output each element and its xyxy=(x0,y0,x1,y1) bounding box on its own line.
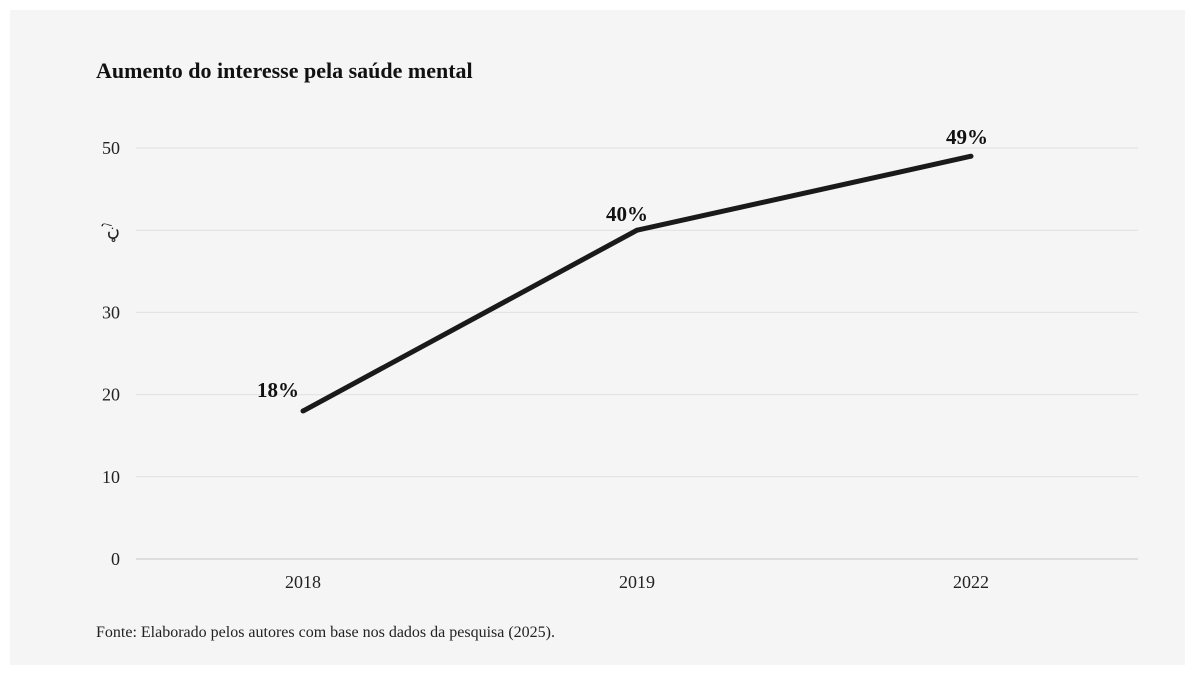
y-tick-label: 0 xyxy=(111,549,120,569)
data-point xyxy=(300,408,306,414)
x-axis-ticks: 2018 2019 2022 xyxy=(285,572,989,592)
y-axis-ticks: 0 10 20 30 ڼ҇ 50 xyxy=(101,138,120,569)
y-tick-label: 30 xyxy=(102,302,120,322)
data-label: 49% xyxy=(946,125,988,149)
x-tick-label: 2022 xyxy=(953,572,989,592)
source-note: Fonte: Elaborado pelos autores com base … xyxy=(96,624,556,641)
x-tick-label: 2018 xyxy=(285,572,321,592)
y-tick-label: ڼ҇ xyxy=(101,220,120,242)
series xyxy=(300,153,974,414)
y-tick-label: 20 xyxy=(102,385,120,405)
chart-title: Aumento do interesse pela saúde mental xyxy=(96,58,473,83)
data-label: 18% xyxy=(257,378,299,402)
data-label: 40% xyxy=(606,202,648,226)
series-line xyxy=(301,153,972,414)
chart-panel xyxy=(10,10,1185,665)
y-tick-label: 10 xyxy=(102,467,120,487)
data-point xyxy=(968,153,974,159)
y-tick-label: 50 xyxy=(102,138,120,158)
data-labels: 18% 40% 49% xyxy=(257,125,988,402)
data-point xyxy=(634,227,640,233)
gridlines xyxy=(136,147,1138,560)
x-tick-label: 2019 xyxy=(619,572,655,592)
